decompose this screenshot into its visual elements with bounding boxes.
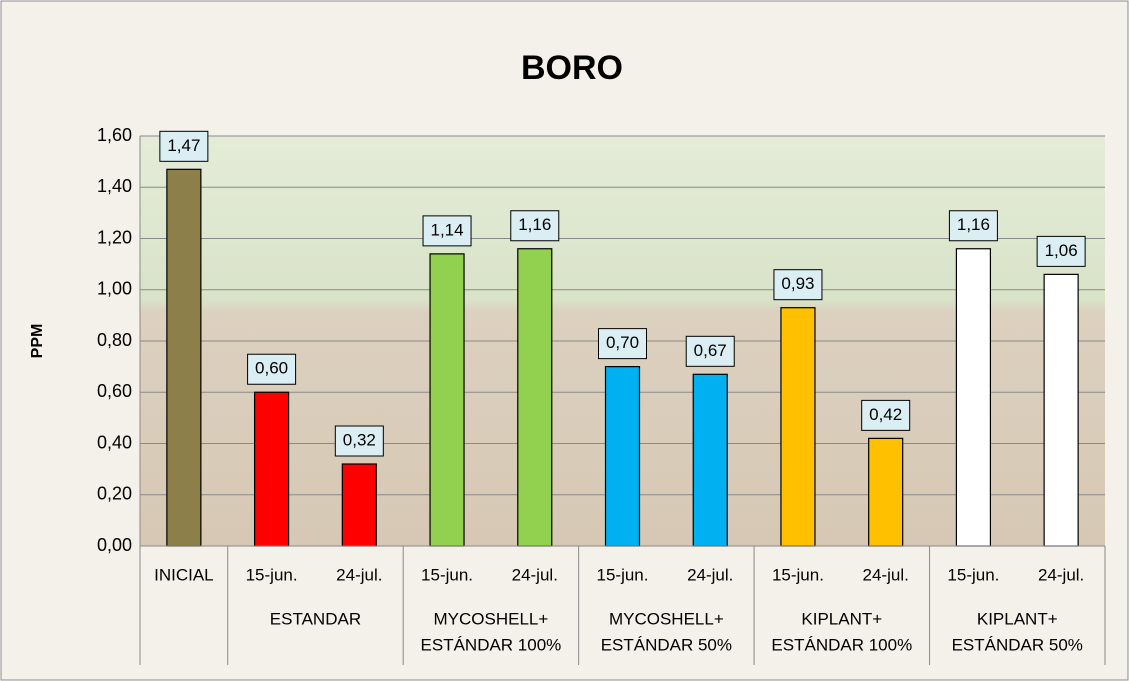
chart-title: BORO [521, 49, 623, 87]
data-label-box [159, 130, 209, 162]
data-label-box [510, 210, 560, 242]
group-label: ESTÁNDAR 50% [952, 635, 1083, 654]
bar [868, 437, 904, 547]
group-label: ESTÁNDAR 100% [771, 635, 912, 654]
data-label: 0,70 [606, 333, 639, 352]
data-label-box [773, 269, 823, 301]
y-tick-label: 1,60 [97, 125, 132, 145]
data-label: 1,16 [518, 215, 551, 234]
data-label: 0,32 [343, 430, 376, 449]
bar [1043, 273, 1079, 547]
x-tick-label: 15-jun. [947, 565, 999, 584]
group-label: MYCOSHELL+ [609, 609, 724, 628]
data-label: 1,06 [1045, 241, 1078, 260]
group-label: KIPLANT+ [801, 609, 882, 628]
group-label: ESTÁNDAR 100% [421, 635, 562, 654]
data-label-box [598, 328, 647, 360]
y-tick-label: 1,00 [97, 279, 132, 299]
data-label: 1,14 [430, 220, 463, 239]
y-tick-label: 0,20 [97, 484, 132, 504]
x-tick-label: 24-jul. [863, 565, 909, 584]
y-tick-label: 1,40 [97, 176, 132, 196]
bar [604, 366, 641, 547]
bar [166, 168, 202, 547]
x-tick-label: 15-jun. [246, 565, 298, 584]
data-label-box [422, 215, 472, 247]
y-tick-label: 0,80 [97, 330, 132, 350]
group-label: MYCOSHELL+ [434, 609, 549, 628]
data-label: 1,16 [957, 215, 990, 234]
y-tick-label: 0,60 [97, 381, 132, 401]
x-tick-label: 24-jul. [1038, 565, 1084, 584]
y-axis-label: PPM [29, 324, 46, 359]
x-tick-label: 15-jun. [421, 565, 473, 584]
x-tick-label: INICIAL [154, 565, 214, 584]
bar [955, 248, 992, 547]
bar [429, 253, 465, 547]
bar [341, 463, 377, 547]
x-tick-label: 24-jul. [512, 565, 558, 584]
data-label-box [334, 425, 384, 457]
data-label-box [247, 353, 297, 385]
y-tick-label: 0,00 [97, 535, 132, 555]
data-label-box [1036, 235, 1086, 267]
data-label: 1,47 [167, 136, 200, 155]
group-label: KIPLANT+ [977, 609, 1058, 628]
group-label: ESTANDAR [270, 609, 361, 628]
data-label-box [948, 210, 998, 242]
y-tick-label: 0,40 [97, 432, 132, 452]
data-label-box [685, 335, 735, 367]
data-label: 0,67 [694, 341, 727, 360]
data-label-box [861, 399, 911, 431]
bar [780, 307, 816, 547]
x-tick-label: 24-jul. [336, 565, 382, 584]
bar [253, 391, 290, 547]
x-tick-label: 15-jun. [597, 565, 649, 584]
data-label: 0,42 [869, 405, 902, 424]
x-tick-label: 15-jun. [772, 565, 824, 584]
y-tick-label: 1,20 [97, 227, 132, 247]
data-label: 0,93 [781, 274, 814, 293]
bar [517, 248, 553, 547]
data-label: 0,60 [255, 359, 288, 378]
group-label: ESTÁNDAR 50% [601, 635, 732, 654]
x-tick-label: 24-jul. [687, 565, 733, 584]
bar [692, 373, 728, 547]
